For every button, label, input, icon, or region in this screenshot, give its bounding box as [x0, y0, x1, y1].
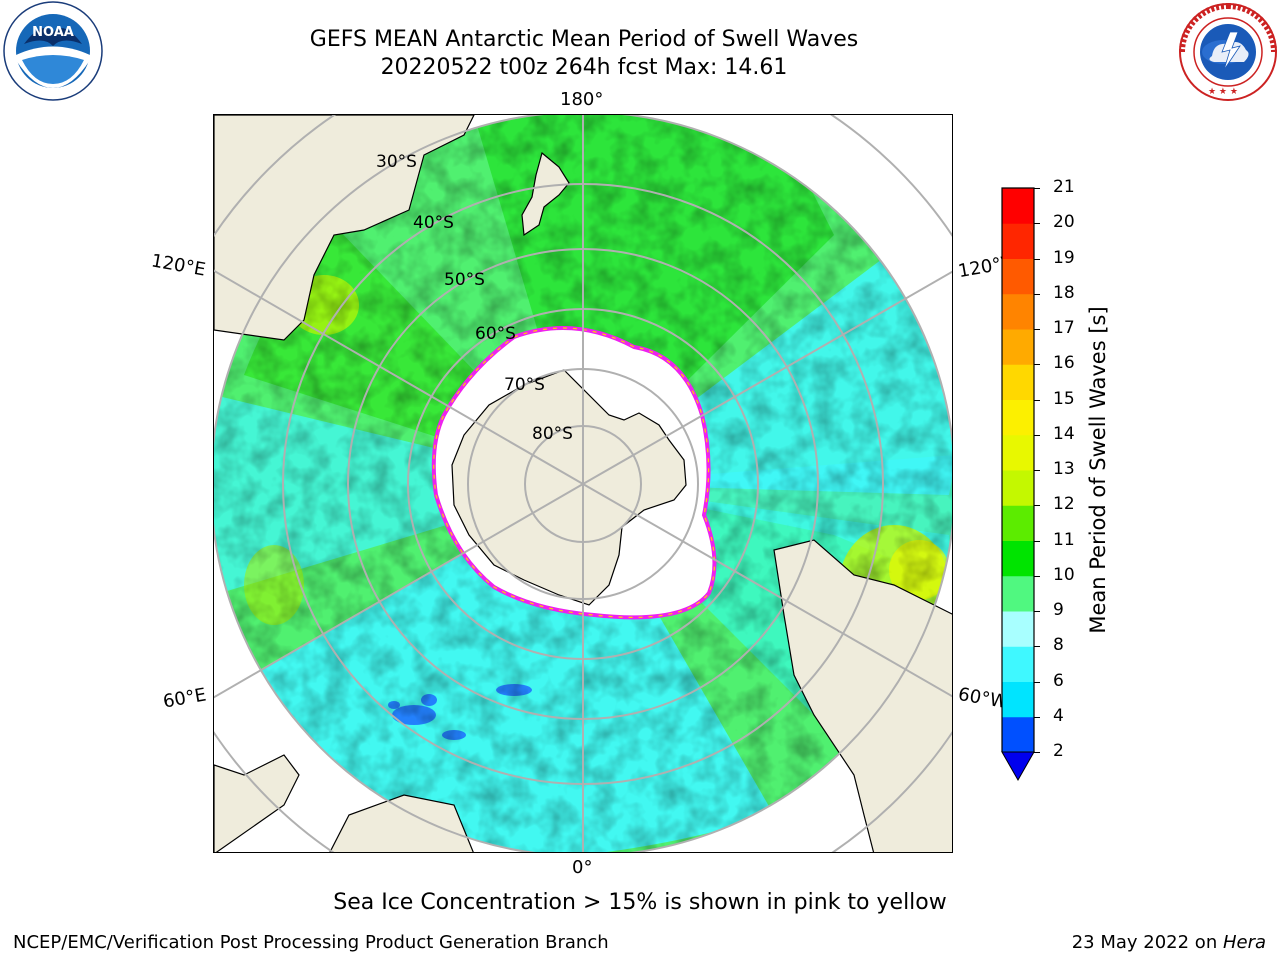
- colorbar-tick-label: 12: [1053, 494, 1075, 515]
- colorbar-tick: [1034, 293, 1040, 295]
- svg-text:★ ★ ★: ★ ★ ★: [1208, 87, 1238, 97]
- sea-ice-caption: Sea Ice Concentration > 15% is shown in …: [333, 890, 947, 915]
- colorbar-tick-label: 19: [1053, 247, 1075, 268]
- colorbar-bin: [1002, 646, 1034, 682]
- footer-credit: NCEP/EMC/Verification Post Processing Pr…: [13, 932, 609, 953]
- colorbar-tick: [1034, 399, 1040, 401]
- colorbar-tick-label: 15: [1053, 388, 1075, 409]
- colorbar-bin: [1002, 505, 1034, 541]
- lat-label-70s: 70°S: [504, 375, 545, 395]
- lon-label-180: 180°: [560, 89, 604, 110]
- colorbar-bin: [1002, 399, 1034, 436]
- colorbar-tick-label: 6: [1053, 670, 1064, 691]
- footer-machine: Hera: [1222, 932, 1266, 953]
- lat-label-60s: 60°S: [475, 324, 516, 344]
- colorbar-tick-label: 11: [1053, 529, 1075, 550]
- colorbar-tick-label: 20: [1053, 212, 1075, 233]
- colorbar-tick: [1034, 505, 1040, 507]
- colorbar-bin: [1002, 188, 1034, 224]
- colorbar-bin: [1002, 540, 1034, 577]
- lat-label-40s: 40°S: [413, 213, 454, 233]
- colorbar-tick-label: 9: [1053, 600, 1064, 620]
- nws-logo: ★ ★ ★: [1178, 2, 1278, 102]
- colorbar-tick-label: 10: [1053, 564, 1075, 585]
- colorbar-bin: [1002, 329, 1034, 365]
- colorbar-bin: [1002, 470, 1034, 506]
- colorbar-tick-label: 21: [1053, 177, 1075, 197]
- graticule: [214, 115, 952, 852]
- colorbar-extend-arrow: [1001, 751, 1035, 782]
- colorbar-tick-label: 4: [1053, 705, 1064, 726]
- colorbar-tick: [1034, 752, 1040, 753]
- chart-title: GEFS MEAN Antarctic Mean Period of Swell…: [309, 27, 859, 52]
- noaa-logo: NOAA: [2, 0, 104, 102]
- colorbar-tick: [1034, 646, 1040, 648]
- chart-subtitle: 20220522 t00z 264h fcst Max: 14.61: [380, 55, 788, 80]
- colorbar-bin: [1002, 575, 1034, 612]
- colorbar-tick: [1034, 540, 1040, 542]
- lat-label-30s: 30°S: [376, 152, 417, 172]
- colorbar-tick: [1034, 258, 1040, 260]
- footer-date: 23 May 2022 on Hera: [1072, 932, 1266, 953]
- colorbar-tick-label: 8: [1053, 635, 1064, 656]
- lon-label-0: 0°: [572, 857, 593, 878]
- colorbar-tick: [1034, 188, 1040, 189]
- colorbar-bin: [1002, 611, 1034, 647]
- colorbar-bin: [1002, 293, 1034, 330]
- colorbar: [1001, 187, 1035, 782]
- colorbar-bin: [1002, 223, 1034, 259]
- colorbar-bin: [1002, 364, 1034, 400]
- lon-label-120e: 120°E: [149, 250, 208, 281]
- colorbar-tick-label: 17: [1053, 318, 1075, 338]
- lat-label-50s: 50°S: [444, 270, 485, 290]
- antarctica: [451, 369, 687, 606]
- colorbar-tick: [1034, 223, 1040, 225]
- colorbar-bin: [1002, 681, 1034, 718]
- colorbar-tick: [1034, 364, 1040, 366]
- colorbar-label: Mean Period of Swell Waves [s]: [1086, 306, 1110, 634]
- colorbar-tick: [1034, 329, 1040, 330]
- colorbar-bin: [1002, 716, 1034, 753]
- colorbar-bin: [1002, 258, 1034, 295]
- colorbar-tick-label: 2: [1053, 741, 1064, 761]
- colorbar-tick: [1034, 611, 1040, 612]
- lon-label-60e: 60°E: [161, 684, 208, 713]
- noaa-wordmark: NOAA: [32, 25, 74, 40]
- colorbar-tick-label: 16: [1053, 353, 1075, 374]
- footer-date-text: 23 May 2022 on: [1071, 932, 1223, 953]
- colorbar-tick: [1034, 575, 1040, 577]
- polar-map: [213, 114, 953, 853]
- colorbar-tick: [1034, 681, 1040, 683]
- lat-label-80s: 80°S: [532, 424, 573, 444]
- colorbar-tick: [1034, 434, 1040, 436]
- colorbar-tick-label: 14: [1053, 423, 1075, 444]
- colorbar-tick: [1034, 716, 1040, 718]
- colorbar-tick-label: 13: [1053, 459, 1075, 479]
- colorbar-tick-label: 18: [1053, 282, 1075, 303]
- colorbar-tick: [1034, 470, 1040, 471]
- colorbar-bin: [1002, 434, 1034, 471]
- land: [214, 115, 952, 852]
